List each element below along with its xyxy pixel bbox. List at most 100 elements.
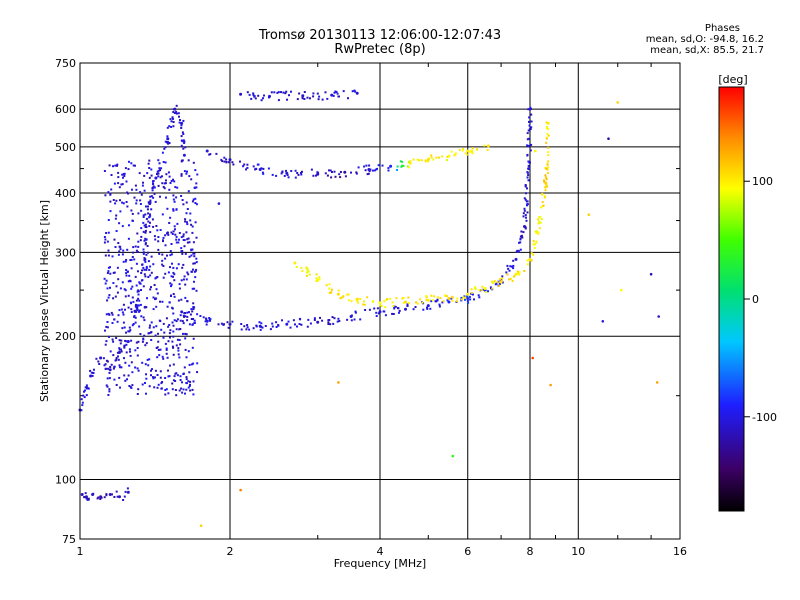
data-point xyxy=(192,302,195,305)
data-point xyxy=(114,295,117,298)
data-point xyxy=(524,226,527,229)
data-point xyxy=(280,172,283,175)
data-point xyxy=(176,186,179,189)
trace-point xyxy=(301,94,305,98)
data-point xyxy=(152,376,154,379)
data-point xyxy=(166,135,169,138)
data-point xyxy=(146,297,148,300)
data-point xyxy=(471,147,474,150)
data-point xyxy=(80,398,83,401)
data-point xyxy=(131,188,133,191)
data-point xyxy=(528,124,531,127)
data-point xyxy=(87,497,90,500)
data-point xyxy=(167,392,170,395)
data-point xyxy=(120,348,122,351)
data-point xyxy=(420,159,423,162)
data-point xyxy=(523,209,526,212)
data-point xyxy=(199,315,202,317)
data-point xyxy=(183,366,186,369)
data-point xyxy=(172,346,175,349)
data-point xyxy=(128,326,131,329)
data-point xyxy=(180,174,183,177)
data-point xyxy=(119,366,121,369)
data-point xyxy=(177,347,180,350)
data-point xyxy=(144,243,147,246)
data-point xyxy=(426,160,429,163)
stats-heading: Phases xyxy=(704,23,740,34)
data-point xyxy=(121,173,124,176)
data-point xyxy=(189,383,191,386)
data-point xyxy=(122,499,125,501)
data-point xyxy=(191,323,194,326)
data-point xyxy=(290,90,292,93)
data-point xyxy=(391,312,394,315)
data-point xyxy=(165,348,168,351)
data-point xyxy=(160,387,163,390)
x-tick-label: 2 xyxy=(227,545,234,558)
data-point xyxy=(469,150,472,153)
trace-point xyxy=(378,310,382,314)
data-point xyxy=(168,222,171,224)
data-point xyxy=(128,160,130,163)
data-point xyxy=(183,170,186,173)
data-point xyxy=(187,350,190,353)
data-point xyxy=(524,184,527,187)
data-point xyxy=(519,235,522,238)
data-point xyxy=(431,299,434,302)
data-point xyxy=(373,169,376,172)
colorbar xyxy=(718,86,745,512)
data-point xyxy=(526,144,529,147)
data-point xyxy=(172,353,175,356)
data-point xyxy=(220,158,223,161)
data-point xyxy=(543,179,545,182)
data-point xyxy=(128,279,131,282)
data-point xyxy=(86,497,88,500)
data-point xyxy=(399,160,402,163)
data-point xyxy=(125,331,127,334)
data-point xyxy=(288,94,290,97)
data-point xyxy=(136,232,139,235)
data-point xyxy=(122,176,124,179)
data-point xyxy=(253,95,256,98)
data-point xyxy=(465,295,468,298)
data-point xyxy=(164,182,167,185)
data-point xyxy=(115,230,118,232)
data-point xyxy=(161,259,164,262)
data-point xyxy=(84,389,86,392)
data-point xyxy=(544,174,547,177)
data-point xyxy=(350,319,353,322)
data-point xyxy=(407,161,410,164)
data-point xyxy=(142,251,145,254)
data-point xyxy=(116,163,119,166)
data-point xyxy=(157,340,160,343)
data-point xyxy=(121,183,124,186)
data-point xyxy=(523,207,526,210)
data-point xyxy=(543,181,546,183)
data-point xyxy=(416,302,419,305)
data-point xyxy=(117,314,120,317)
data-point xyxy=(350,300,353,303)
data-point xyxy=(105,493,108,496)
data-point xyxy=(333,170,336,173)
data-point xyxy=(396,307,399,310)
trace-point xyxy=(367,168,371,171)
data-point xyxy=(131,256,134,258)
data-point xyxy=(108,335,110,338)
data-point xyxy=(125,272,128,275)
data-point xyxy=(121,311,124,314)
data-point xyxy=(186,319,189,322)
data-point xyxy=(91,374,94,377)
data-point xyxy=(328,287,331,290)
data-point xyxy=(192,241,195,244)
data-point xyxy=(239,160,241,163)
data-point xyxy=(168,301,171,304)
data-point xyxy=(165,317,168,320)
data-point xyxy=(162,322,165,325)
data-point xyxy=(526,211,529,214)
data-point xyxy=(116,164,118,167)
data-point xyxy=(196,362,199,365)
data-point xyxy=(140,289,142,291)
data-point xyxy=(338,320,341,322)
scatter-point xyxy=(534,149,537,153)
trace-point xyxy=(514,272,518,276)
